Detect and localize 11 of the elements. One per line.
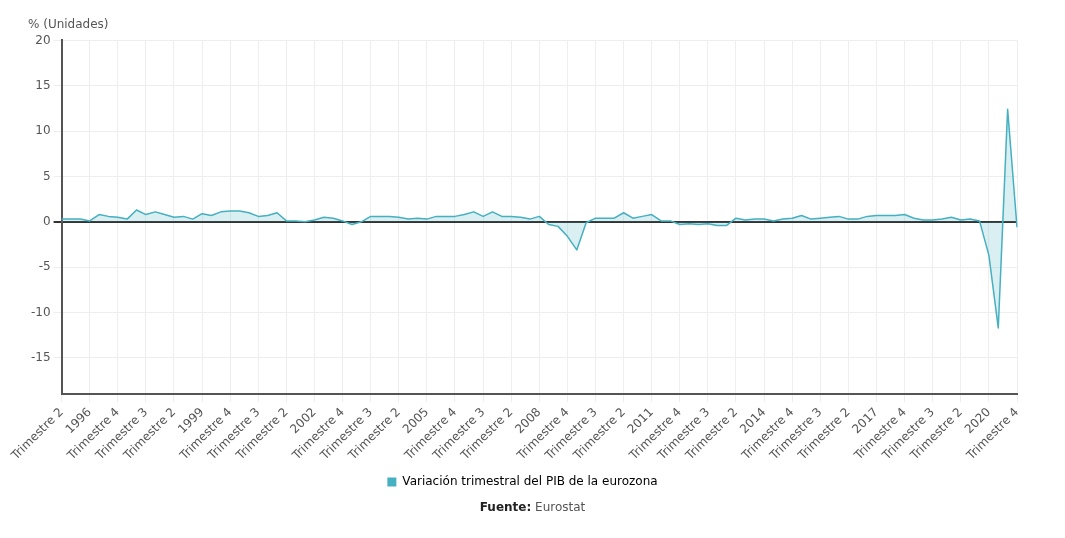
source-note: Fuente: Eurostat xyxy=(478,500,587,514)
y-tick-label: -15 xyxy=(30,350,51,365)
legend-label: Variación trimestral del PIB de la eurozona xyxy=(402,474,658,489)
y-tick-label: 10 xyxy=(35,123,51,138)
y-tick-label: 15 xyxy=(35,77,51,92)
y-tick-label: -5 xyxy=(38,259,51,274)
y-tick-label: 5 xyxy=(42,168,51,183)
y-axis-title: % (Unidades) xyxy=(28,17,109,32)
y-tick-label: 0 xyxy=(42,213,51,228)
y-tick-label: -10 xyxy=(30,304,51,319)
y-tick-label: 20 xyxy=(35,32,51,47)
